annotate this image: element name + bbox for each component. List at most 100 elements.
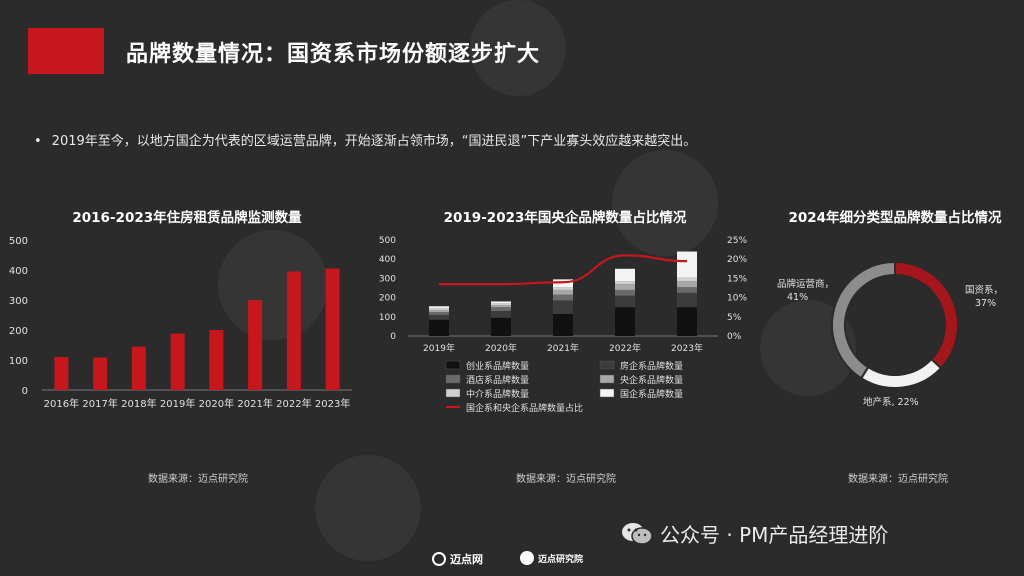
wechat-icon (622, 522, 653, 545)
chart2-legend-label: 酒店系品牌数量 (466, 374, 529, 386)
chart2-bar-segment (553, 300, 573, 314)
chart1-xtick-label: 2021年 (237, 397, 272, 410)
chart2-legend-label: 创业系品牌数量 (466, 360, 529, 372)
chart2-y2tick-label: 25% (727, 236, 747, 246)
chart2-source: 数据来源：迈点研究院 (516, 474, 616, 485)
chart1-ytick-label: 0 (22, 386, 28, 397)
chart2-legend-label: 国企系和央企系品牌数量占比 (466, 402, 583, 414)
chart2-bar-segment (491, 317, 511, 336)
chart1-ytick-label: 500 (9, 236, 28, 247)
wechat-account: 公众号 · PM产品经理进阶 (620, 519, 888, 548)
chart2-bar-segment (615, 289, 635, 296)
chart2-bar-segment (677, 281, 697, 288)
chart1-xtick-label: 2018年 (121, 397, 156, 410)
chart2-bar-segment (553, 289, 573, 295)
chart2-y2tick-label: 20% (727, 255, 747, 265)
chart2-legend-label: 国企系品牌数量 (620, 388, 683, 400)
chart3-donut-slice (894, 260, 959, 370)
chart2-line-series (439, 254, 688, 286)
chart2-bar-segment (677, 277, 697, 282)
chart2-bar-segment (615, 284, 635, 290)
chart1-xtick-label: 2017年 (82, 397, 117, 410)
chart2-bar-segment (615, 281, 635, 285)
chart2-ytick-label: 400 (379, 255, 396, 265)
chart1-title: 2016-2023年住房租赁品牌监测数量 (72, 210, 302, 226)
chart2-bar-segment (491, 301, 511, 304)
chart2-y2tick-label: 5% (727, 313, 742, 323)
chart1-xtick-label: 2022年 (276, 397, 311, 410)
chart2-bar-segment (677, 287, 697, 293)
chart2-ytick-label: 500 (379, 236, 396, 246)
chart3-slice-pct: 37% (975, 298, 996, 309)
chart1-bar (54, 357, 69, 390)
chart2-bar-segment (429, 319, 449, 336)
chart2-title: 2019-2023年国央企品牌数量占比情况 (443, 210, 687, 226)
chart1-ytick-label: 200 (9, 326, 28, 337)
bullet-point: • 2019年至今，以地方国企为代表的区域运营品牌，开始逐渐占领市场，“国进民退”… (34, 130, 696, 149)
footer-brand2-label: 迈点研究院 (538, 554, 584, 565)
chart2-bar-segment (491, 303, 511, 306)
chart2-legend-swatch (445, 360, 461, 370)
chart2-xtick-label: 2021年 (547, 342, 579, 354)
chart2-legend-swatch (599, 360, 615, 370)
chart2-legend-swatch (599, 388, 615, 398)
chart1-ytick-label: 100 (9, 356, 28, 367)
chart2-xtick-label: 2020年 (485, 342, 517, 354)
chart3-slice-label: 国资系， (965, 285, 1003, 296)
chart1-source: 数据来源：迈点研究院 (148, 474, 248, 485)
chart2-y2tick-label: 0% (727, 332, 742, 342)
footer-brand1-label: 迈点网 (450, 553, 483, 566)
chart1-ytick-label: 400 (9, 266, 28, 277)
chart2-bar-segment (429, 310, 449, 312)
chart1-bar-chart: 0 100 200 300 400 500 2016年 2017年 2018年 2019年 2020… (9, 236, 352, 410)
chart1-bar (170, 333, 185, 390)
chart2-bar-segment (491, 307, 511, 312)
chart3-donut-slice (831, 260, 896, 380)
chart2-legend-label: 央企系品牌数量 (620, 374, 683, 386)
chart2-bar-segment (491, 305, 511, 308)
chart1-bar (325, 268, 340, 390)
chart3-slice-pct: 41% (787, 292, 808, 303)
chart1-bar (93, 357, 108, 390)
chart2-bar-segment (615, 307, 635, 336)
chart2-legend-swatch (599, 374, 615, 384)
chart2-bar-segment (553, 313, 573, 336)
chart3-donut-slice (859, 357, 943, 389)
chart2-bar-segment (615, 268, 635, 282)
watermark-circle (470, 0, 566, 96)
chart2-xtick-label: 2023年 (671, 342, 703, 354)
maidian-logo-icon (432, 552, 446, 566)
chart2-bar-segment (677, 307, 697, 336)
research-logo-icon (520, 551, 534, 565)
chart2-bar-segment (677, 292, 697, 308)
watermark-circle (612, 150, 718, 256)
chart2-ytick-label: 300 (379, 274, 396, 284)
chart1-xtick-label: 2016年 (44, 397, 79, 410)
bullet-marker: • (34, 134, 42, 149)
chart2-ytick-label: 100 (379, 313, 396, 323)
chart2-legend-label: 中介系品牌数量 (466, 388, 529, 400)
chart1-bar (131, 346, 146, 390)
chart2-bar-segment (429, 312, 449, 315)
chart1-xtick-label: 2023年 (315, 397, 350, 410)
chart2-ytick-label: 200 (379, 294, 396, 304)
chart1-bar (209, 330, 224, 390)
chart1-bar (286, 271, 301, 390)
chart2-legend-label: 房企系品牌数量 (620, 360, 683, 372)
bullet-text: 2019年至今，以地方国企为代表的区域运营品牌，开始逐渐占领市场，“国进民退”下… (51, 134, 697, 149)
chart2-bar-segment (553, 294, 573, 301)
chart1-bar (248, 300, 263, 390)
chart2-y2tick-label: 15% (727, 274, 747, 284)
chart2-bar-segment (429, 308, 449, 311)
chart2-legend-swatch (445, 388, 461, 398)
page-title: 品牌数量情况：国资系市场份额逐步扩大 (126, 42, 541, 67)
chart3-source: 数据来源：迈点研究院 (848, 474, 948, 485)
chart3-donut-chart: 国资系， 37% 地产系, 22% 品牌运营商， 41% (777, 260, 1003, 408)
chart2-bar-segment (491, 311, 511, 318)
chart1-xtick-label: 2020年 (199, 397, 234, 410)
chart2-bar-segment (429, 306, 449, 309)
chart2-y2tick-label: 10% (727, 294, 747, 304)
chart2-legend-swatch (445, 374, 461, 384)
footer-brand-maidian: 迈点网 (432, 551, 483, 567)
chart2-bar-segment (553, 287, 573, 290)
